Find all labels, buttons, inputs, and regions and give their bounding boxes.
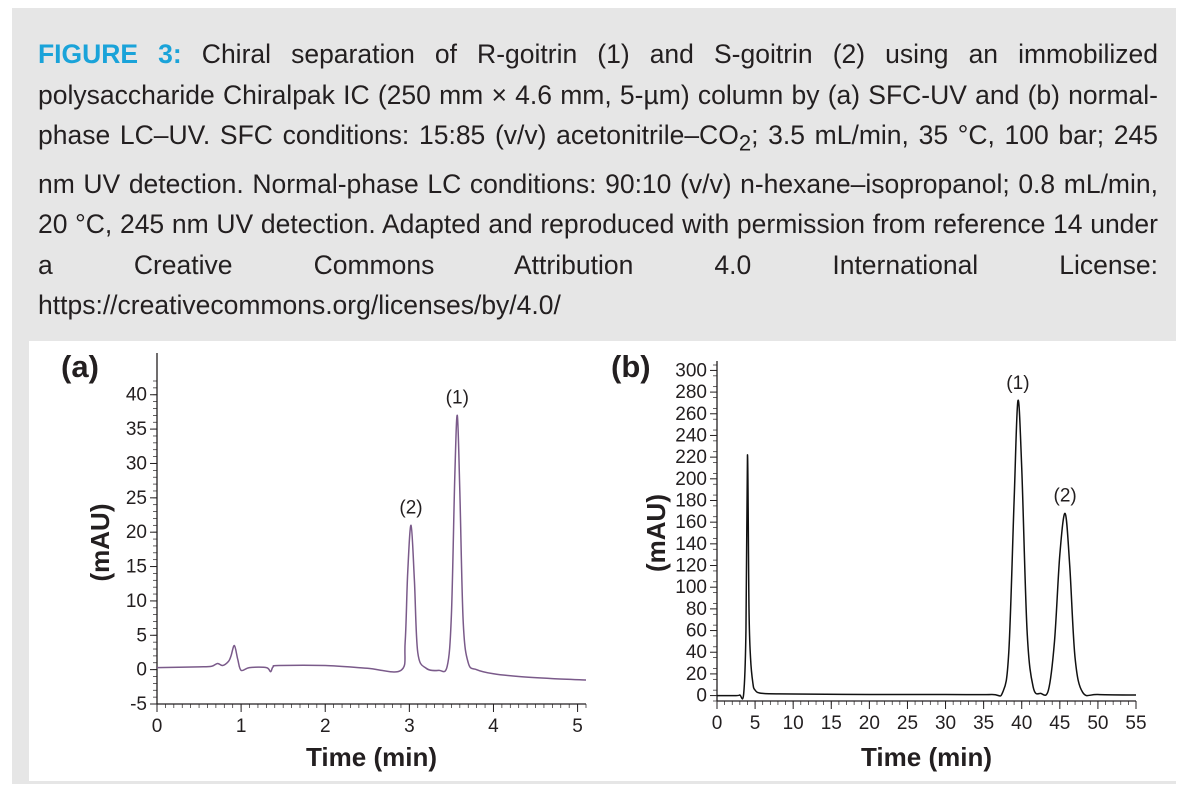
chart-b-y-tick-label: 0 — [696, 686, 707, 707]
chart-b-x-tick-label: 10 — [783, 713, 804, 734]
chart-b-peak-label: (2) — [1054, 485, 1077, 506]
caption-text-part1: Chiral separation of R-goitrin (1) and S… — [38, 39, 1159, 150]
chart-b-x-tick-label: 55 — [1125, 713, 1146, 734]
chart-a-y-tick-label: 20 — [126, 522, 147, 543]
chart-a-y-tick-label: -5 — [130, 694, 147, 715]
chart-b-x-tick-label: 40 — [1011, 713, 1032, 734]
chart-b-y-tick-label: 300 — [675, 360, 707, 381]
chart-a-y-tick-label: 40 — [126, 385, 147, 406]
chart-b-y-tick-label: 220 — [675, 447, 707, 468]
chart-b-x-tick-label: 35 — [973, 713, 994, 734]
chart-a-y-tick-label: 15 — [126, 557, 147, 578]
chart-b-x-tick-label: 20 — [859, 713, 880, 734]
chart-b-y-tick-label: 240 — [675, 425, 707, 446]
chart-b-x-tick-label: 15 — [821, 713, 842, 734]
chart-b-y-tick-label: 100 — [675, 577, 707, 598]
chart-b-y-axis-title: (mAU) — [641, 494, 671, 572]
chart-b-peak-label: (1) — [1006, 373, 1029, 394]
chart-b-panel-label: (b) — [611, 349, 651, 384]
chart-a-x-tick-label: 5 — [572, 716, 583, 737]
caption-subscript: 2 — [738, 130, 752, 156]
chart-b-y-tick-label: 60 — [686, 621, 707, 642]
chart-b-x-tick-label: 30 — [935, 713, 956, 734]
chart-a-peak-label: (1) — [446, 387, 469, 408]
chart-b-y-tick-label: 40 — [686, 642, 707, 663]
chart-b-y-tick-label: 140 — [675, 534, 707, 555]
chart-b-x-tick-label: 5 — [750, 713, 761, 734]
chart-b-y-tick-label: 80 — [686, 599, 707, 620]
figure-label: FIGURE 3: — [38, 39, 182, 69]
chart-b-y-tick-label: 160 — [675, 512, 707, 533]
chart-b-y-tick-label: 200 — [675, 469, 707, 490]
chart-a-y-tick-label: 25 — [126, 488, 147, 509]
chart-a-y-axis-title: (mAU) — [85, 504, 115, 582]
chart-a-y-tick-label: 35 — [126, 419, 147, 440]
chart-a-x-axis-title: Time (min) — [306, 742, 437, 772]
chart-b: (b)0204060801001201401601802002202402602… — [611, 349, 1147, 772]
chart-b-x-tick-label: 45 — [1049, 713, 1070, 734]
chart-a-y-tick-label: 30 — [126, 453, 147, 474]
chart-b-y-tick-label: 280 — [675, 382, 707, 403]
chart-a-x-tick-label: 2 — [320, 716, 331, 737]
chart-b-x-axis-title: Time (min) — [861, 742, 992, 772]
plot-area: (a) -5 0 5 10 15 20 25 30 35 40 0 1 2 3 4 5 Time (min) (mA… — [29, 341, 1179, 781]
chart-a-peak-label: (2) — [399, 497, 422, 518]
chart-b-y-tick-label: 180 — [675, 490, 707, 511]
chart-b-x-tick-label: 50 — [1087, 713, 1108, 734]
chart-b-x-tick-label: 0 — [712, 713, 723, 734]
chart-a-x-tick-label: 1 — [236, 716, 247, 737]
chart-a-x-tick-label: 4 — [488, 716, 499, 737]
chart-b-series-line — [716, 399, 1137, 700]
figure-caption: FIGURE 3: Chiral separation of R-goitrin… — [38, 34, 1158, 326]
chart-b-x-tick-label: 25 — [897, 713, 918, 734]
chart-a-series-line — [156, 414, 587, 681]
chart-b-y-tick-label: 120 — [675, 556, 707, 577]
chart-a-panel-label: (a) — [61, 349, 99, 384]
chart-a-x-tick-label: 3 — [404, 716, 415, 737]
figure-panel: FIGURE 3: Chiral separation of R-goitrin… — [12, 8, 1179, 784]
caption-text-part2: ; 3.5 mL/min, 35 °C, 100 bar; 245 nm UV … — [38, 120, 1158, 321]
chart-a-x-tick-label: 0 — [152, 716, 163, 737]
chart-b-y-tick-label: 260 — [675, 404, 707, 425]
chart-a-y-tick-label: 5 — [136, 625, 147, 646]
chart-a-y-tick-label: 10 — [126, 591, 147, 612]
chart-b-y-tick-label: 20 — [686, 664, 707, 685]
chart-a-y-tick-label: 0 — [136, 660, 147, 681]
